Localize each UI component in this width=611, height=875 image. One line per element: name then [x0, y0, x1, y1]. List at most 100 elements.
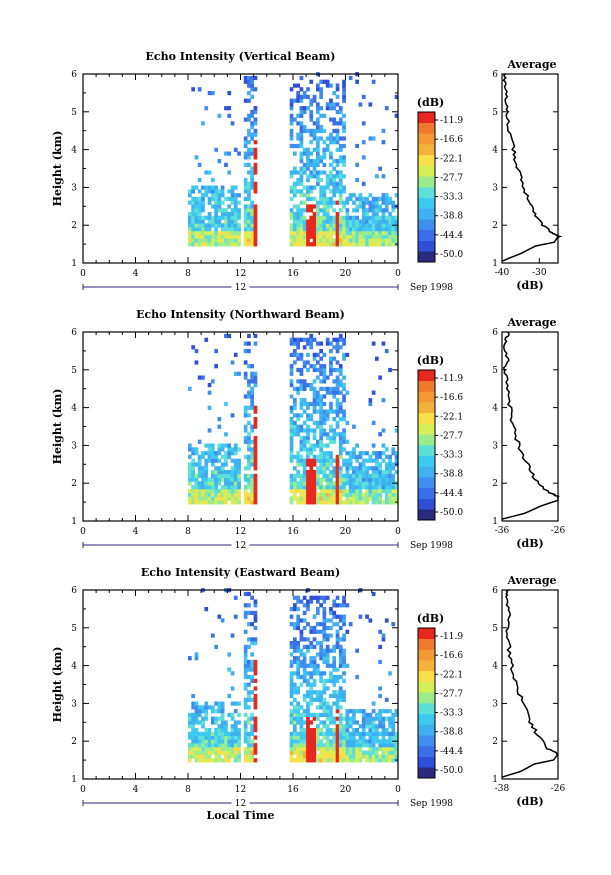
heatmap-cell — [289, 454, 294, 459]
heatmap-cell — [394, 113, 399, 118]
heatmap-cell — [194, 477, 199, 482]
heatmap-cell — [253, 121, 258, 126]
heatmap-cell — [375, 212, 379, 217]
heatmap-cell — [312, 128, 317, 133]
heatmap-cell — [204, 496, 209, 501]
heatmap-cell — [325, 618, 330, 623]
heatmap-cell — [335, 215, 340, 220]
heatmap-cell — [375, 451, 379, 456]
heatmap-cell — [233, 238, 238, 243]
heatmap-cell — [306, 750, 310, 755]
heatmap-cell — [312, 94, 317, 99]
heatmap-cell — [220, 731, 225, 736]
heatmap-cell — [214, 238, 218, 243]
heatmap-cell — [368, 401, 373, 407]
heatmap-cell — [329, 633, 333, 638]
heatmap-cell — [319, 223, 323, 228]
heatmap-cell — [302, 492, 307, 497]
heatmap-cell — [191, 219, 195, 224]
heatmap-cell — [188, 200, 192, 205]
heatmap-cell — [217, 473, 222, 478]
heatmap-cell — [342, 155, 346, 160]
x-tick-label: 12 — [235, 269, 246, 279]
heatmap-cell — [319, 379, 323, 384]
heatmap-cell — [293, 671, 297, 676]
heatmap-cell — [319, 125, 323, 130]
heatmap-cell — [237, 750, 241, 755]
heatmap-cell — [230, 731, 235, 736]
heatmap-cell — [230, 473, 235, 478]
heatmap-cell — [306, 477, 310, 482]
heatmap-cell — [237, 193, 241, 198]
heatmap-cell — [233, 227, 238, 232]
heatmap-cell — [342, 462, 346, 467]
heatmap-cell — [306, 739, 310, 744]
heatmap-cell — [194, 204, 199, 209]
y-tick-label: 4 — [71, 662, 77, 672]
heatmap-cell — [302, 485, 307, 490]
heatmap-cell — [299, 128, 304, 133]
heatmap-cell — [358, 462, 363, 467]
heatmap-cell — [375, 716, 379, 721]
heatmap-cell — [253, 379, 258, 384]
heatmap-cell — [348, 196, 353, 201]
heatmap-cell — [230, 413, 235, 418]
heatmap-cell — [375, 242, 379, 247]
heatmap-cell — [293, 420, 297, 425]
colorbar-band — [418, 703, 435, 715]
heatmap-cell — [338, 644, 343, 649]
heatmap-cell — [214, 223, 218, 228]
heatmap-cell — [243, 754, 248, 759]
heatmap-cell — [335, 409, 340, 414]
heatmap-cell — [319, 470, 323, 475]
heatmap-cell — [316, 136, 320, 141]
heatmap-cell — [220, 230, 225, 236]
heatmap-cell — [191, 705, 195, 710]
heatmap-cell — [220, 462, 225, 467]
heatmap-cell — [371, 481, 376, 486]
heatmap-cell — [224, 212, 228, 217]
heatmap-cell — [325, 473, 330, 478]
heatmap-cell — [375, 196, 379, 201]
heatmap-cell — [338, 690, 343, 695]
heatmap-cell — [247, 622, 251, 627]
heatmap-cell — [388, 367, 392, 373]
heatmap-cell — [289, 686, 294, 691]
heatmap-cell — [325, 739, 330, 744]
heatmap-cell — [391, 754, 396, 759]
heatmap-cell — [316, 716, 320, 721]
colorbar-tick-label: -22.1 — [440, 412, 463, 422]
heatmap-cell — [253, 701, 258, 706]
heatmap-cell — [299, 121, 304, 126]
heatmap-cell — [227, 204, 232, 209]
heatmap-cell — [345, 352, 350, 357]
heatmap-cell — [204, 185, 209, 190]
heatmap-cell — [316, 162, 320, 167]
heatmap-cell — [352, 746, 356, 752]
heatmap-cell — [361, 728, 366, 733]
heatmap-cell — [289, 106, 294, 111]
heatmap-cell — [342, 94, 346, 99]
x-tick-label: 20 — [340, 269, 352, 279]
heatmap-cell — [335, 337, 340, 342]
heatmap-cell — [201, 230, 205, 236]
heatmap-cell — [207, 746, 212, 752]
heatmap-cell — [358, 193, 363, 198]
heatmap-cell — [233, 352, 238, 357]
heatmap-cell — [342, 162, 346, 167]
heatmap-cell — [368, 208, 373, 213]
heatmap-cell — [197, 466, 202, 471]
heatmap-cell — [322, 648, 327, 653]
heatmap-cell — [214, 242, 218, 247]
heatmap-cell — [381, 341, 386, 346]
heatmap-cell — [247, 219, 251, 224]
heatmap-cell — [302, 667, 307, 672]
heatmap-cell — [329, 739, 333, 744]
colorbar-frame — [417, 369, 436, 521]
heatmap-cell — [358, 750, 363, 755]
heatmap-cell — [335, 200, 340, 205]
heatmap-cell — [191, 724, 195, 729]
heatmap-cell — [201, 242, 205, 247]
heatmap-cell — [214, 193, 218, 198]
heatmap-cell — [329, 238, 333, 243]
